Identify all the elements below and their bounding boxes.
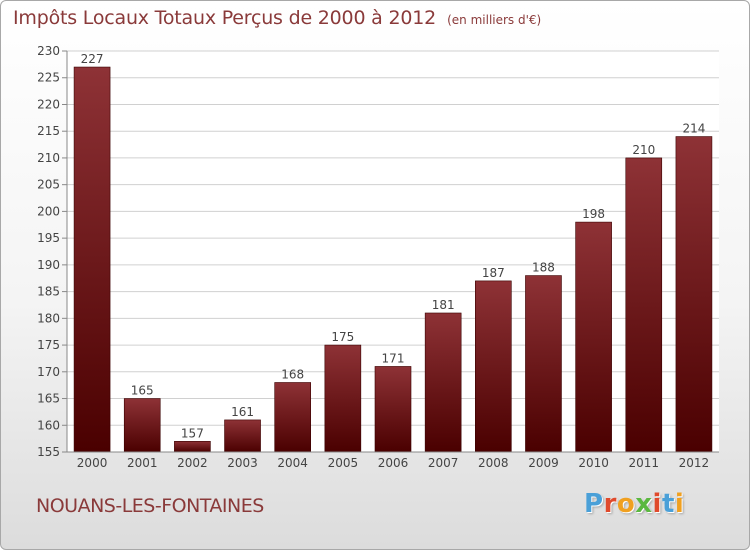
chart-title: Impôts Locaux Totaux Perçus de 2000 à 20… [13,7,437,29]
x-tick-label: 2012 [679,456,710,470]
chart-subtitle: (en milliers d'€) [447,13,542,27]
x-tick-label: 2007 [428,456,459,470]
bar-value-label: 171 [382,351,405,365]
y-tick-label: 165 [37,392,60,406]
logo-letter: P [584,489,604,519]
x-tick-label: 2011 [628,456,659,470]
proxiti-logo: Proxiti [584,489,684,519]
commune-name: NOUANS-LES-FONTAINES [36,495,264,517]
bar [424,312,462,453]
y-tick-label: 195 [37,231,60,245]
logo-letter: i [652,489,662,519]
y-tick-label: 180 [37,311,60,325]
logo-letter: r [603,489,617,519]
bar-value-label: 227 [81,52,104,66]
bar [575,221,612,453]
bar [525,275,562,453]
x-tick-label: 2003 [227,456,258,470]
bar [324,344,362,453]
bar-value-label: 188 [532,261,555,275]
x-tick-label: 2000 [77,456,108,470]
y-tick-label: 210 [37,151,60,165]
y-tick-label: 215 [37,124,60,138]
x-tick-label: 2010 [578,456,609,470]
y-tick-label: 160 [37,418,60,432]
bar-value-label: 161 [231,405,254,419]
bar [174,441,211,453]
y-tick-label: 220 [37,97,60,111]
logo-letter: o [616,489,636,519]
bar [123,398,161,453]
x-tick-label: 2006 [378,456,409,470]
y-tick-label: 200 [37,204,60,218]
bar-value-label: 181 [432,298,455,312]
bar-value-label: 168 [281,367,304,381]
x-tick-label: 2008 [478,456,509,470]
title-block: Impôts Locaux Totaux Perçus de 2000 à 20… [13,7,541,29]
x-tick-label: 2002 [177,456,208,470]
y-tick-label: 175 [37,338,60,352]
y-tick-label: 170 [37,365,60,379]
y-tick-label: 185 [37,285,60,299]
bar-value-label: 187 [482,266,505,280]
bar-value-label: 210 [632,143,655,157]
x-tick-label: 2001 [127,456,158,470]
y-tick-label: 230 [37,44,60,58]
logo-letter: i [674,489,685,519]
bar [475,280,512,453]
bar [274,382,311,453]
y-tick-label: 205 [37,178,60,192]
bar-value-label: 165 [131,384,154,398]
bar [625,157,663,453]
logo-letter: x [635,489,653,519]
bar-value-label: 214 [682,122,705,136]
bar-value-label: 175 [331,330,354,344]
x-tick-label: 2009 [528,456,559,470]
bar [675,136,713,453]
x-tick-label: 2005 [328,456,359,470]
logo-letter: t [661,489,675,519]
bar [73,66,111,453]
y-tick-label: 225 [37,71,60,85]
bar-value-label: 157 [181,426,204,440]
y-tick-label: 155 [37,445,60,459]
bar-value-label: 198 [582,207,605,221]
bar [224,419,261,453]
y-tick-label: 190 [37,258,60,272]
bar [374,366,412,453]
x-tick-label: 2004 [277,456,308,470]
